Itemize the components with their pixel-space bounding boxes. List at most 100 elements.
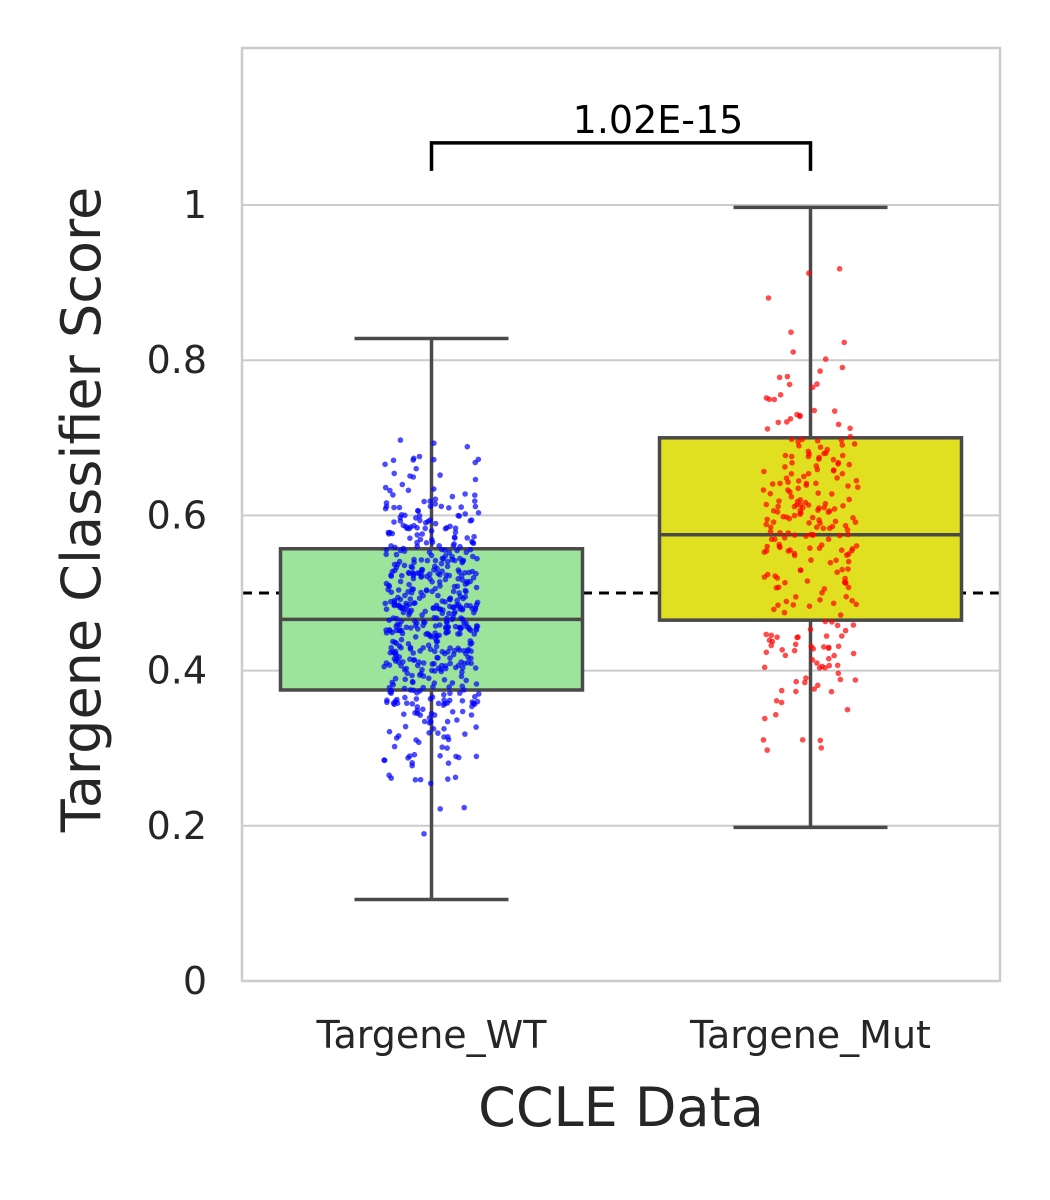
strip-point [830,468,837,474]
strip-point [410,687,417,694]
strip-point [455,631,461,637]
strip-point [412,634,419,640]
strip-point [424,557,431,564]
strip-point [411,556,417,563]
strip-point [393,551,400,558]
strip-point [462,594,469,600]
strip-point [766,396,773,403]
strip-point [387,487,393,494]
strip-point [845,558,852,565]
strip-point [839,364,846,371]
strip-point [416,659,422,665]
strip-point [386,617,393,623]
strip-point [426,730,432,736]
strip-point [767,529,774,535]
strip-point [433,643,440,650]
strip-point [764,516,770,523]
strip-point [397,437,404,443]
box-Targene_Mut [657,205,964,830]
strip-point [797,567,804,573]
strip-point [463,588,469,595]
strip-point [452,774,459,781]
p-value-label: 1.02E-15 [573,98,744,142]
strip-point [809,514,816,521]
strip-point [849,597,855,604]
strip-point [404,700,410,706]
points-Targene_WT [381,437,482,837]
strip-point [764,543,770,550]
strip-point [475,456,482,463]
strip-point [383,500,390,506]
strip-point [771,606,777,613]
strip-point [454,717,460,723]
strip-point [416,570,423,576]
strip-point [463,549,470,556]
strip-point [468,712,475,718]
strip-point [782,464,788,470]
strip-point [452,525,459,531]
strip-point [401,562,408,569]
strip-point [398,618,405,625]
strip-point [410,571,417,577]
strip-point [444,745,450,751]
strip-point [435,730,441,736]
strip-point [446,572,453,579]
strip-point [396,654,403,660]
strip-point [777,544,783,550]
strip-point [393,735,400,741]
strip-point [831,652,837,659]
strip-point [449,493,456,500]
strip-point [406,570,412,577]
y-tick-labels: 0 0.2 0.4 0.6 0.8 1 [147,183,207,1003]
strip-point [437,472,443,478]
x-tick-labels: Targene_WT Targene_Mut [316,1013,931,1057]
strip-point [838,547,845,553]
strip-point [449,616,456,623]
strip-point [420,684,427,691]
strip-point [823,633,830,639]
strip-point [786,381,793,388]
strip-point [453,602,460,609]
strip-point [838,437,845,444]
strip-point [781,609,788,616]
strip-point [471,609,477,616]
strip-point [411,751,418,758]
strip-point [795,438,801,445]
strip-point [774,634,780,640]
strip-point [451,610,457,617]
strip-point [427,780,434,787]
strip-point [419,531,426,537]
strip-point [803,675,809,681]
strip-point [452,623,459,630]
strip-point [391,504,397,511]
strip-point [457,606,463,612]
strip-point [387,689,394,695]
strip-point [456,590,462,596]
strip-point [853,477,860,484]
strip-point [411,657,418,663]
strip-point [405,607,411,613]
strip-point [811,407,818,414]
strip-point [763,649,770,656]
strip-point [429,588,435,595]
strip-point [388,543,394,549]
strip-point [439,662,445,669]
strip-point [457,543,463,550]
strip-point [820,525,827,532]
strip-point [396,627,403,634]
strip-point [782,579,788,586]
strip-point [420,706,426,713]
strip-point [388,775,395,781]
strip-point [383,606,390,612]
strip-point [839,566,845,573]
strip-point [388,644,395,651]
strip-point [816,665,823,671]
strip-point [836,532,843,539]
strip-point [388,572,394,578]
strip-point [434,565,440,572]
strip-point [814,524,820,530]
strip-point [788,453,795,460]
strip-point [470,575,477,581]
strip-point [430,684,436,690]
strip-point [455,567,462,573]
